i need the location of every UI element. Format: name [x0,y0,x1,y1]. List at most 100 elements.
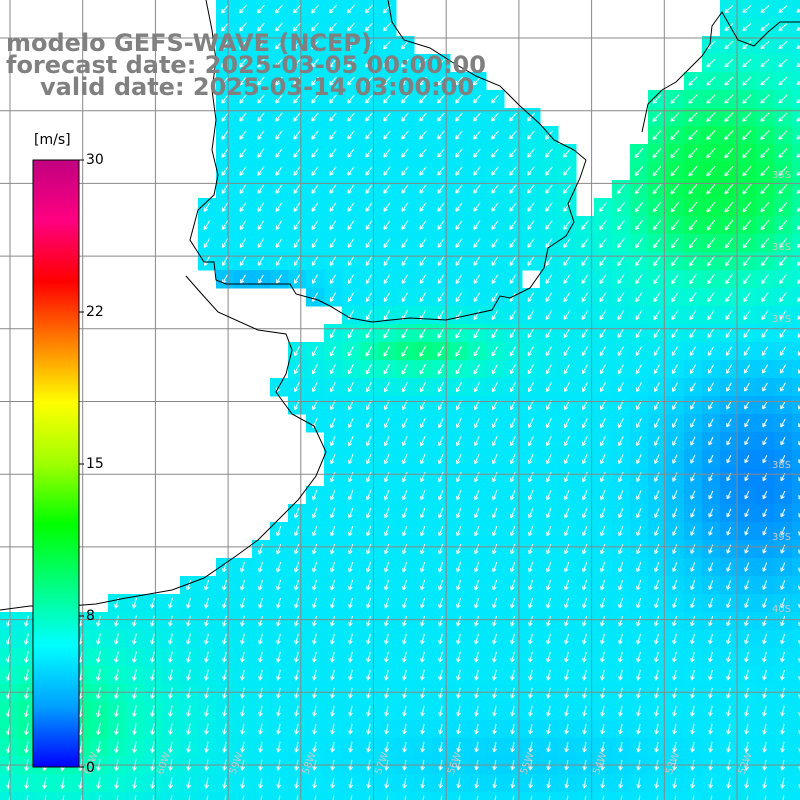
wind-arrow [744,651,749,663]
wind-arrow [706,76,716,86]
wind-arrow [168,651,173,663]
wind-arrow [257,220,265,230]
wind-arrow [636,723,641,735]
wind-arrow [742,148,752,159]
wind-arrow [401,363,409,375]
wind-arrow [473,256,481,266]
wind-arrow [455,166,463,176]
wind-arrow [348,723,353,735]
wind-arrow [312,615,317,627]
wind-arrow [708,418,714,428]
wind-arrow [653,310,661,321]
wind-arrow [636,562,642,573]
wind-arrow [294,669,299,681]
wind-arrow [384,705,389,717]
wind-arrow [348,489,354,501]
wind-arrow [528,382,534,393]
wind-arrow [654,741,659,753]
wind-arrow [654,597,660,609]
wind-arrow [311,76,319,86]
wind-arrow [366,453,372,465]
wind-arrow [545,328,553,339]
wind-arrow [278,795,281,800]
wind-arrow [708,526,714,536]
wind-arrow [242,795,245,800]
wind-arrow [527,292,535,302]
wind-arrow [294,382,300,393]
wind-arrow [742,201,752,213]
wind-arrow [366,435,372,447]
wind-arrow [364,22,373,32]
coastline-brazil [641,11,800,133]
wind-arrow [566,795,569,800]
wind-arrow [728,795,731,800]
wind-arrow [222,615,227,627]
wind-arrow [132,741,137,753]
wind-arrow [347,130,355,140]
wind-arrow [654,436,660,446]
wind-arrow [257,76,265,86]
wind-arrow [239,76,247,86]
wind-arrow [347,22,355,32]
wind-arrow [780,436,786,446]
wind-arrow [383,148,391,158]
wind-arrow [779,310,787,320]
wind-arrow [742,5,752,13]
wind-arrow [492,777,497,789]
wind-arrow [294,507,300,519]
wind-arrow [275,112,283,122]
wind-arrow [347,148,355,158]
wind-arrow [438,633,443,645]
wind-arrow [437,166,445,176]
wind-arrow [114,687,119,699]
wind-arrow [742,76,752,86]
wind-arrow [761,310,769,320]
wind-arrow [402,741,407,753]
wind-arrow [438,669,443,681]
wind-arrow [366,723,371,735]
wind-arrow [491,238,499,248]
wind-cell [630,792,649,800]
wind-arrow [456,741,461,753]
wind-arrow [96,741,101,754]
wind-arrow [707,274,715,285]
wind-arrow [474,669,479,681]
wind-arrow [492,723,497,735]
wind-cell [792,288,800,307]
wind-arrow [473,310,481,321]
wind-arrow [275,220,283,230]
wind-arrow [366,543,372,555]
wind-arrow [80,795,83,800]
wind-arrow [221,22,229,32]
wind-arrow [384,453,390,465]
wind-arrow [509,112,517,122]
wind-arrow [150,723,155,735]
wind-arrow [473,363,481,375]
wind-arrow [239,112,247,122]
wind-arrow [656,795,659,800]
wind-arrow [365,202,373,212]
wind-arrow [563,292,571,302]
wind-arrow [438,741,443,753]
wind-arrow [384,543,390,555]
wind-arrow [743,364,751,374]
wind-arrow [330,633,335,645]
colorbar-scale [32,159,80,768]
wind-arrow [564,669,569,681]
colorbar-unit: [m/s] [34,132,71,148]
wind-arrow [636,418,642,428]
wind-arrow [402,490,408,501]
wind-arrow [258,561,264,573]
wind-cell [792,738,800,757]
wind-arrow [329,94,337,104]
wind-arrow [635,346,643,356]
wind-arrow [762,687,767,699]
wind-arrow [689,292,697,303]
wind-arrow [222,705,227,717]
wind-arrow [402,561,408,573]
wind-arrow [690,777,695,789]
wind-arrow [742,130,752,140]
wind-arrow [456,579,462,591]
wind-arrow [509,274,517,284]
wind-arrow [383,112,391,122]
